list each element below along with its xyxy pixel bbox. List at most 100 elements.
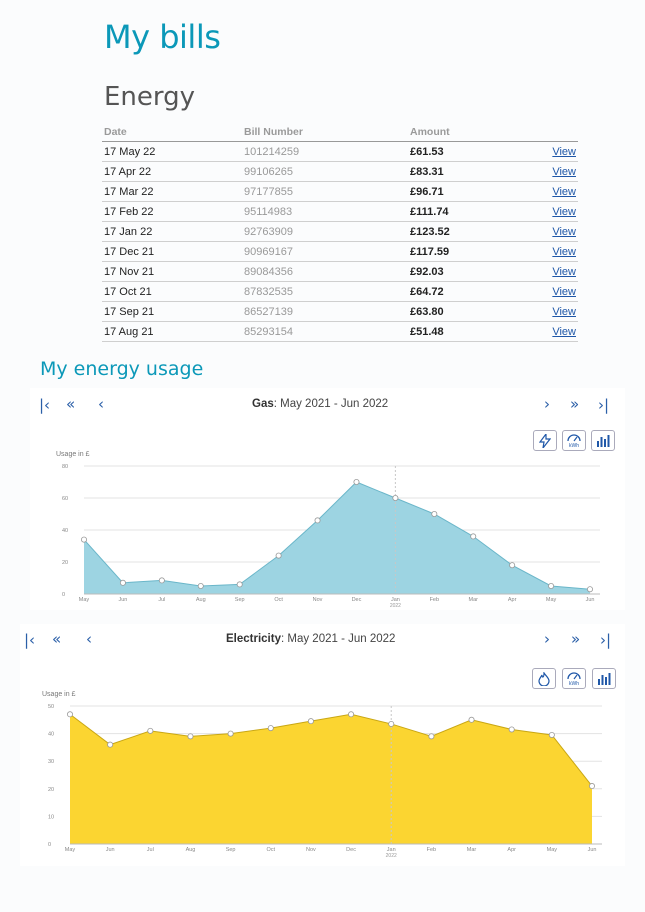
data-point — [187, 733, 194, 740]
series-line — [69, 713, 593, 787]
data-point — [470, 533, 477, 540]
svg-text:kWh: kWh — [569, 681, 579, 686]
bill-amount: £83.31 — [408, 161, 513, 182]
bill-date: 17 Nov 21 — [102, 261, 242, 282]
data-point — [107, 741, 114, 748]
kwh-icon[interactable]: kWh — [562, 430, 586, 451]
bar-chart-icon[interactable] — [592, 668, 616, 689]
bill-date: 17 Dec 21 — [102, 241, 242, 262]
x-tick-label: May — [547, 847, 558, 853]
x-tick-label: May — [546, 597, 557, 603]
double-chevron-right-icon[interactable]: » — [570, 395, 580, 413]
bill-date: 17 Sep 21 — [102, 301, 242, 322]
view-column-header — [512, 122, 578, 142]
view-bill-link[interactable]: View — [552, 265, 576, 278]
double-chevron-left-icon[interactable]: « — [52, 630, 62, 648]
chevron-right-icon[interactable]: › — [544, 395, 550, 413]
first-page-icon[interactable]: |‹ — [24, 631, 36, 649]
chevron-left-icon[interactable]: ‹ — [98, 395, 104, 413]
date-column-header: Date — [102, 122, 242, 142]
page-title: My bills — [104, 18, 221, 56]
x-tick-label: Jan — [387, 847, 396, 853]
x-tick-label: Nov — [306, 847, 316, 853]
double-chevron-left-icon[interactable]: « — [66, 395, 76, 413]
last-page-icon[interactable]: ›| — [598, 396, 610, 414]
x-tick-label: Sep — [226, 847, 236, 853]
gas-chart-period: : May 2021 - Jun 2022 — [273, 398, 389, 410]
bill-amount: £117.59 — [408, 241, 513, 262]
chevron-right-icon[interactable]: › — [544, 630, 550, 648]
bill-row: 17 Nov 21 89084356 £92.03 View — [102, 261, 578, 282]
bill-amount: £123.52 — [408, 221, 513, 242]
gas-chart-fuel: Gas — [252, 398, 274, 410]
kwh-icon[interactable]: kWh — [562, 668, 586, 689]
x-tick-label: Oct — [266, 847, 275, 853]
view-bill-link[interactable]: View — [552, 285, 576, 298]
chevron-left-icon[interactable]: ‹ — [86, 630, 92, 648]
bill-number: 89084356 — [242, 261, 408, 282]
bill-amount: £92.03 — [408, 261, 513, 282]
bill-number: 85293154 — [242, 321, 408, 342]
x-tick-label: Jul — [158, 597, 165, 603]
bills-table: Date Bill Number Amount 17 May 22 1012142… — [102, 122, 578, 342]
view-bill-link[interactable]: View — [552, 165, 576, 178]
data-point — [468, 716, 475, 723]
amount-column-header: Amount — [408, 122, 513, 142]
data-point — [197, 582, 204, 589]
x-tick-label: Mar — [468, 597, 478, 603]
view-bill-link[interactable]: View — [552, 325, 576, 338]
y-tick-label: 10 — [48, 814, 54, 820]
x-tick-label: Dec — [352, 597, 362, 603]
x-tick-label: Jun — [586, 597, 595, 603]
y-tick-label: 20 — [62, 560, 68, 566]
bill-row: 17 Mar 22 97177855 £96.71 View — [102, 181, 578, 202]
view-bill-link[interactable]: View — [552, 205, 576, 218]
series-line — [83, 481, 591, 590]
bill-row: 17 Sep 21 86527139 £63.80 View — [102, 301, 578, 322]
data-point — [589, 783, 596, 790]
electricity-icon[interactable] — [533, 430, 557, 451]
y-tick-label: 40 — [62, 528, 68, 534]
x-tick-label: Apr — [507, 847, 516, 853]
bar-chart-icon[interactable] — [591, 430, 615, 451]
view-bill-link[interactable]: View — [552, 225, 576, 238]
y-tick-label: 50 — [48, 704, 54, 710]
x-tick-label: Jul — [147, 847, 154, 853]
bill-number: 95114983 — [242, 201, 408, 222]
electricity-chart-fuel: Electricity — [226, 633, 281, 645]
data-point — [348, 711, 355, 718]
data-point — [267, 725, 274, 732]
x-tick-label: Apr — [508, 597, 517, 603]
first-page-icon[interactable]: |‹ — [39, 396, 51, 414]
y-tick-label: 60 — [62, 496, 68, 502]
view-bill-link[interactable]: View — [552, 305, 576, 318]
bill-row: 17 Dec 21 90969167 £117.59 View — [102, 241, 578, 262]
energy-section-title: Energy — [104, 82, 196, 112]
bill-number: 101214259 — [242, 141, 408, 162]
data-point — [314, 517, 321, 524]
view-bill-link[interactable]: View — [552, 245, 576, 258]
x-tick-label: May — [79, 597, 90, 603]
electricity-chart-panel: |‹ « ‹ Electricity: May 2021 - Jun 2022 … — [20, 624, 625, 866]
view-bill-link[interactable]: View — [552, 185, 576, 198]
gas-chart-heading: Gas: May 2021 - Jun 2022 — [252, 398, 388, 410]
y-tick-label: 20 — [48, 787, 54, 793]
bill-row: 17 Jan 22 92763909 £123.52 View — [102, 221, 578, 242]
bill-number: 90969167 — [242, 241, 408, 262]
x-tick-label: Mar — [467, 847, 477, 853]
x-tick-label: Jun — [106, 847, 115, 853]
electricity-chart-heading: Electricity: May 2021 - Jun 2022 — [226, 633, 395, 645]
last-page-icon[interactable]: ›| — [600, 631, 612, 649]
double-chevron-right-icon[interactable]: » — [571, 630, 581, 648]
x-tick-label: Aug — [196, 597, 206, 603]
bill-number: 92763909 — [242, 221, 408, 242]
gas-icon[interactable] — [532, 668, 556, 689]
view-bill-link[interactable]: View — [552, 145, 576, 158]
gas-chart-panel: |‹ « ‹ Gas: May 2021 - Jun 2022 › » ›| k… — [30, 388, 625, 610]
bill-row: 17 Aug 21 85293154 £51.48 View — [102, 321, 578, 342]
bill-amount: £96.71 — [408, 181, 513, 202]
bill-number-column-header: Bill Number — [242, 122, 408, 142]
data-point — [548, 582, 555, 589]
data-point — [587, 586, 594, 593]
x-tick-label: Nov — [313, 597, 323, 603]
